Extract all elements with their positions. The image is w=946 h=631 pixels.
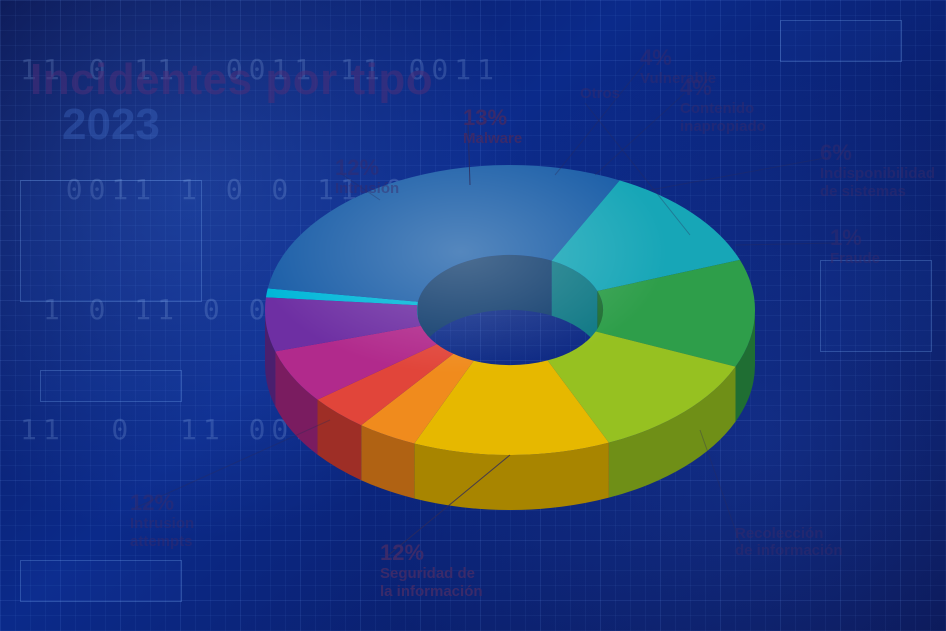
slice-name: Otros bbox=[580, 85, 620, 102]
slice-pct: 12% bbox=[380, 540, 483, 565]
leader-line bbox=[650, 158, 825, 190]
slice-pct: 4% bbox=[680, 75, 766, 100]
slice-label: 12%Intrusión bbox=[335, 155, 399, 198]
slice-pct: 12% bbox=[335, 155, 399, 180]
slice-name: Seguridad dela información bbox=[380, 565, 483, 600]
leader-line bbox=[555, 63, 645, 175]
slice-name: Fraude bbox=[830, 250, 880, 267]
leader-line bbox=[735, 243, 835, 245]
slice-pct: 1% bbox=[830, 225, 880, 250]
slice-pct: 6% bbox=[820, 140, 935, 165]
slice-pct: 4% bbox=[640, 45, 716, 70]
slice-label: 6%Indisponibilidadde sistemas bbox=[820, 140, 935, 200]
slice-label: 12%Intrusionattempts bbox=[130, 490, 194, 550]
slice-name: Contenidoinapropiado bbox=[680, 100, 766, 135]
slice-label: 12%Seguridad dela información bbox=[380, 540, 483, 600]
slice-label: 4%Contenidoinapropiado bbox=[680, 75, 766, 135]
slice-label: Recolecciónde información bbox=[735, 525, 843, 560]
leader-line bbox=[595, 93, 685, 175]
slice-pct: 12% bbox=[130, 490, 194, 515]
slice-pct: 13% bbox=[463, 105, 522, 130]
slice-label: 1%Fraude bbox=[830, 225, 880, 268]
slice-name: Intrusión bbox=[335, 180, 399, 197]
leader-line bbox=[700, 430, 740, 543]
slice-label: 13%Malware bbox=[463, 105, 522, 148]
slice-name: Recolecciónde información bbox=[735, 525, 843, 560]
slice-label: Otros bbox=[580, 85, 620, 102]
slice-name: Malware bbox=[463, 130, 522, 147]
slice-name: Indisponibilidadde sistemas bbox=[820, 165, 935, 200]
slice-name: Intrusionattempts bbox=[130, 515, 194, 550]
